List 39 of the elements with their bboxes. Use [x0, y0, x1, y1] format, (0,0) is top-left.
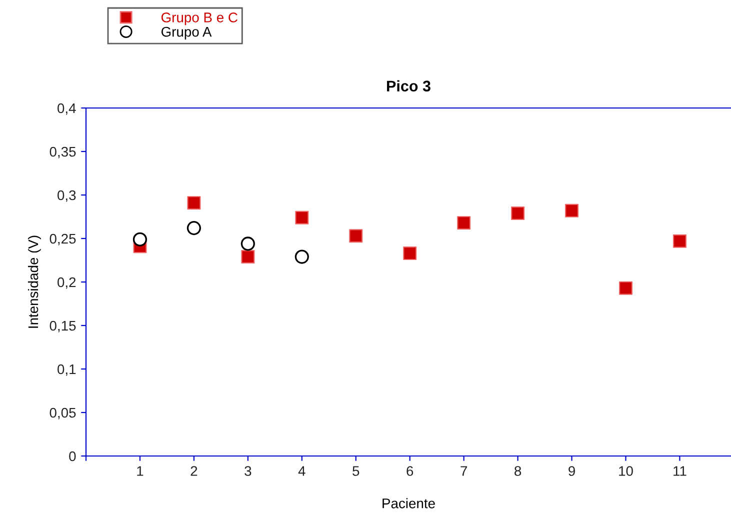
x-tick-label: 11 [674, 466, 686, 476]
x-tick-label: 6 [406, 466, 414, 476]
x-tick-label: 9 [568, 466, 575, 476]
x-tick-label: 8 [514, 466, 522, 476]
point [618, 281, 633, 295]
y-tick-label: 0,25 [50, 234, 76, 246]
y-tick-label: 0,1 [58, 364, 76, 376]
point [187, 196, 201, 210]
y-axis-title: Intensidade (V) [28, 236, 41, 328]
x-tick-label: 10 [619, 466, 633, 476]
point [241, 250, 255, 264]
legend-label: Grupo A [161, 26, 212, 40]
y-tick-label: 0,4 [58, 103, 76, 115]
point [186, 221, 201, 236]
y-tick-label: 0,2 [58, 277, 76, 289]
point [672, 234, 686, 248]
chart-title: Pico 3 [387, 80, 430, 92]
point [457, 216, 471, 230]
y-tick-label: 0 [69, 451, 76, 462]
x-tick-label: 2 [190, 466, 198, 476]
y-tick-label: 0,35 [50, 146, 76, 158]
y-tick-label: 0,3 [58, 190, 76, 202]
point [240, 236, 255, 251]
x-tick-label: 4 [298, 466, 306, 476]
point [294, 250, 309, 264]
point [349, 229, 363, 243]
x-axis-title: Paciente [382, 498, 435, 508]
x-tick-label: 1 [137, 466, 144, 476]
point [511, 206, 525, 220]
point [565, 204, 579, 218]
y-tick-label: 0,05 [50, 408, 76, 420]
point [132, 232, 148, 246]
point [403, 246, 417, 260]
x-tick-label: 3 [244, 466, 252, 476]
x-tick-label: 5 [352, 466, 360, 476]
y-tick-label: 0,15 [50, 320, 76, 332]
x-tick-label: 7 [460, 466, 467, 476]
legend-label: Grupo B e C [161, 12, 238, 26]
point [295, 210, 309, 224]
